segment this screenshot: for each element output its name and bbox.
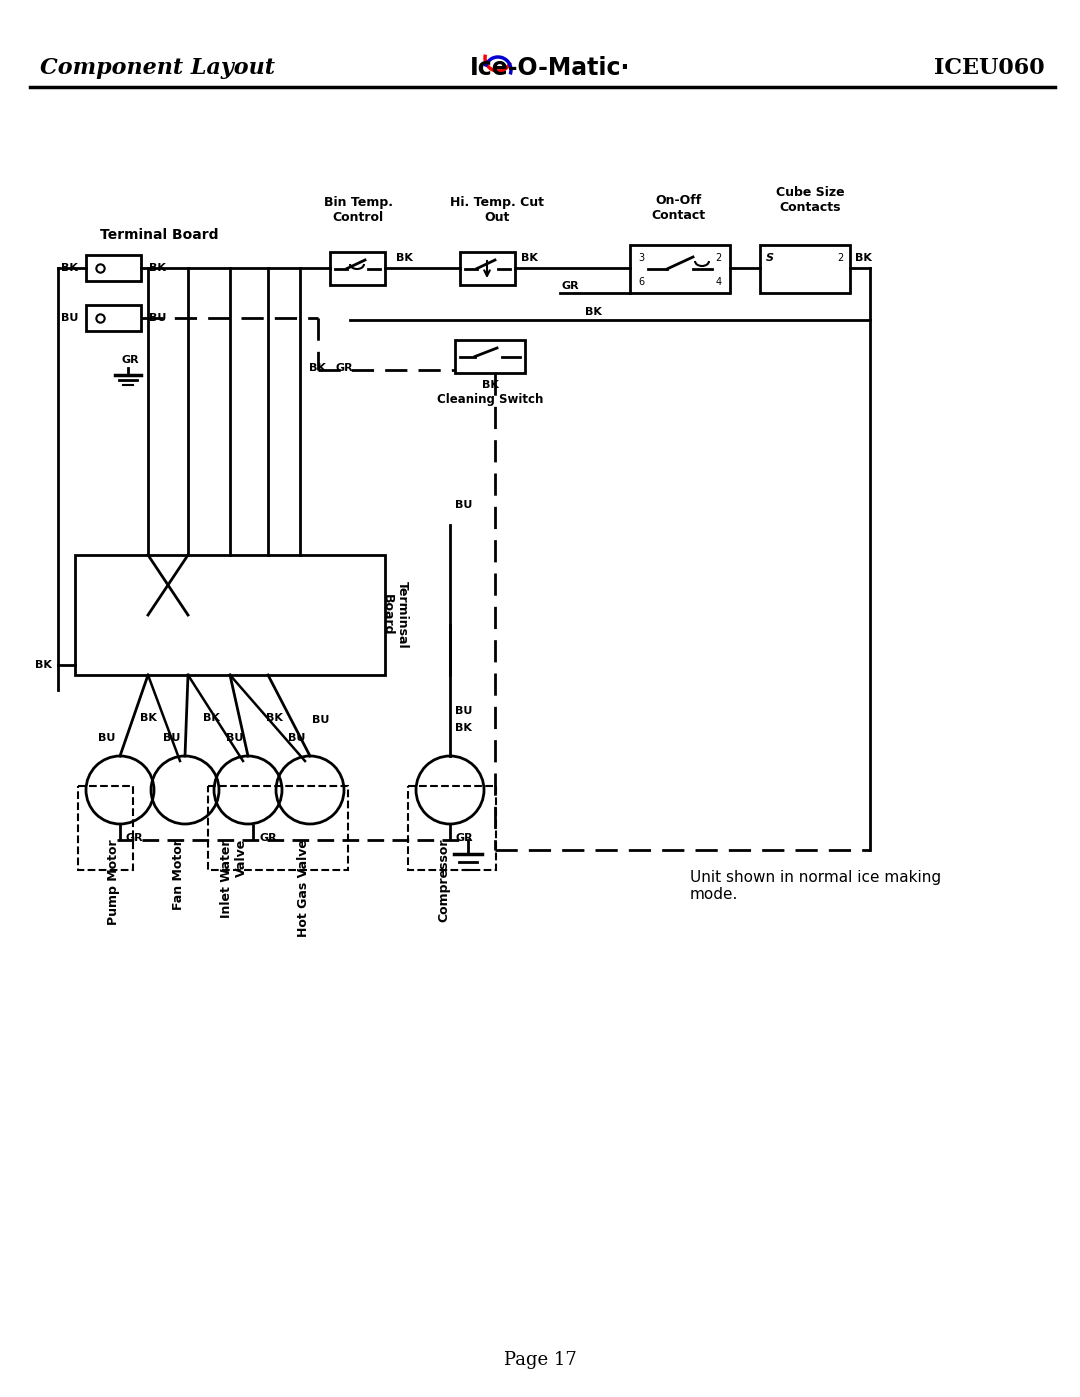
Text: 4: 4 [716,277,723,286]
Bar [408,787,496,870]
Text: BK: BK [396,253,413,263]
Text: Component Layout: Component Layout [40,57,275,80]
Text: BK: BK [140,712,157,724]
Text: BU: BU [312,715,329,725]
Bar [86,256,141,281]
Bar [208,787,348,870]
Text: 3: 3 [638,253,644,263]
Bar [78,787,133,870]
Text: Cleaning Switch: Cleaning Switch [436,393,543,405]
Text: Page 17: Page 17 [503,1351,577,1369]
Text: BU: BU [97,733,114,743]
Text: GR: GR [125,833,143,842]
Text: BK: BK [266,712,283,724]
Text: Ice-O-Matic·: Ice-O-Matic· [470,56,631,80]
Text: 2: 2 [838,253,843,263]
Text: BK: BK [585,307,602,317]
Text: BK: BK [203,712,220,724]
Text: 2: 2 [716,253,723,263]
Bar [75,555,384,675]
Text: GR: GR [260,833,278,842]
Text: BK: BK [309,363,326,373]
Text: GR: GR [122,355,139,365]
Text: Cube Size
Contacts: Cube Size Contacts [775,186,845,214]
Text: BU: BU [149,313,166,323]
Text: BK: BK [521,253,538,263]
Text: Hi. Temp. Cut
Out: Hi. Temp. Cut Out [450,196,544,224]
Text: GR: GR [336,363,353,373]
Text: BK: BK [149,263,166,272]
Text: BK: BK [62,263,78,272]
Text: Terminal Board: Terminal Board [100,228,218,242]
Text: GR: GR [455,833,473,842]
Text: ICEU060: ICEU060 [934,57,1045,80]
Text: BK: BK [455,724,472,733]
Text: Hot Gas Valve: Hot Gas Valve [297,840,310,937]
Text: Unit shown in normal ice making
mode.: Unit shown in normal ice making mode. [690,870,941,902]
Text: BU: BU [287,733,305,743]
Text: Pump Motor: Pump Motor [107,840,120,925]
Text: Terminsal
Board: Terminsal Board [381,581,409,648]
Bar [455,339,525,373]
Text: S: S [766,253,774,263]
Text: BU: BU [60,313,78,323]
Text: GR: GR [562,281,580,291]
Bar [460,251,515,285]
Text: On-Off
Contact: On-Off Contact [651,194,705,222]
Text: BU: BU [455,500,472,510]
Text: BK: BK [855,253,872,263]
Text: 6: 6 [638,277,644,286]
Text: Fan Motor: Fan Motor [172,840,185,909]
Text: BK: BK [36,659,52,671]
Text: BU: BU [455,705,472,717]
Bar [330,251,384,285]
Text: Bin Temp.
Control: Bin Temp. Control [324,196,392,224]
Text: BU: BU [163,733,180,743]
Bar [86,305,141,331]
Text: Inlet Water
Valve: Inlet Water Valve [220,840,248,918]
Text: BU: BU [226,733,243,743]
Bar [630,244,730,293]
Text: Compressor: Compressor [437,840,450,922]
Bar [760,244,850,293]
Text: BK: BK [482,380,499,390]
